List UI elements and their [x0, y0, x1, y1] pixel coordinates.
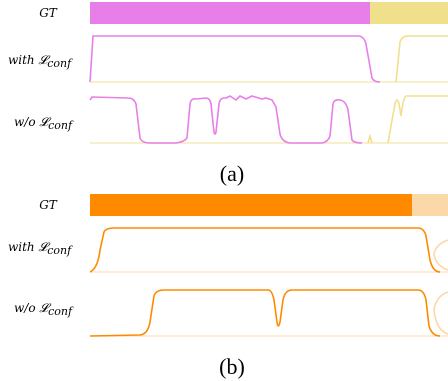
panel-b-wo-curve-1: [89, 289, 441, 337]
panel-a-gt-segment-2: [370, 2, 448, 24]
panel-a: GT with 𝓛conf w/o 𝓛conf (a): [8, 2, 448, 186]
panel-b: GT with 𝓛conf w/o 𝓛conf (b): [8, 194, 448, 379]
panel-a-gt-label: GT: [39, 6, 58, 20]
panel-b-wo-curve-2: [433, 291, 448, 335]
panel-b-gt-segment-2: [412, 194, 448, 216]
panel-b-with-label: with 𝓛conf: [8, 240, 73, 257]
panel-a-caption: (a): [220, 161, 244, 186]
panel-b-gt-segment-1: [90, 194, 412, 216]
panel-a-wo-curve-2: [367, 95, 448, 144]
panel-a-gt-segment-1: [90, 2, 370, 24]
panel-b-with-curve-1: [89, 227, 441, 273]
panel-a-with-curve-1: [89, 35, 381, 83]
panel-b-wo-label: w/o 𝓛conf: [14, 301, 74, 318]
panel-a-with-label: with 𝓛conf: [8, 53, 73, 70]
panel-a-wo-curve-1: [89, 95, 363, 144]
panel-b-caption: (b): [219, 354, 245, 379]
panel-b-with-curve-2: [433, 239, 448, 271]
panel-b-gt-label: GT: [39, 198, 58, 212]
panel-a-wo-label: w/o 𝓛conf: [14, 115, 74, 132]
panel-a-with-curve-2: [395, 35, 448, 83]
